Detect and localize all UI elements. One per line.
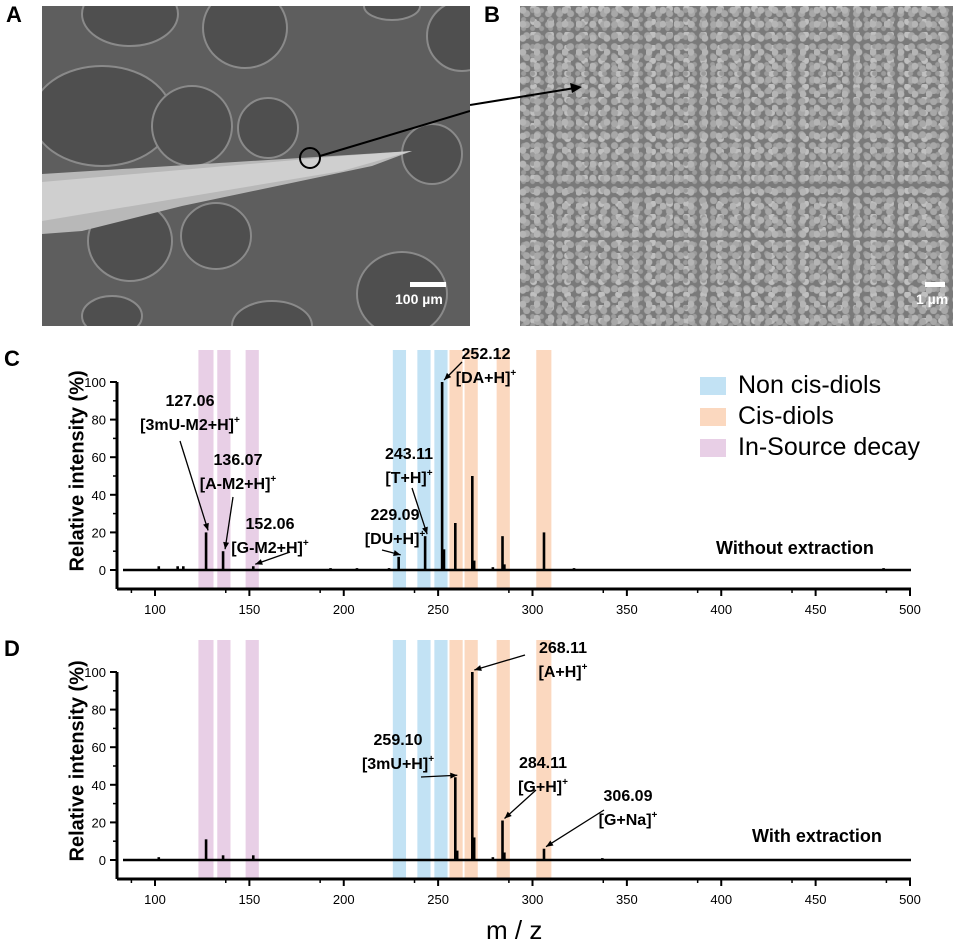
svg-text:200: 200 xyxy=(333,602,355,617)
svg-text:243.11: 243.11 xyxy=(385,446,433,463)
svg-text:500: 500 xyxy=(899,602,921,617)
svg-text:127.06: 127.06 xyxy=(166,393,215,410)
svg-text:80: 80 xyxy=(92,413,106,428)
band xyxy=(392,350,407,590)
svg-text:400: 400 xyxy=(710,602,732,617)
svg-text:20: 20 xyxy=(92,525,106,540)
legend-swatch-purple xyxy=(700,438,726,457)
svg-text:268.11: 268.11 xyxy=(539,640,587,657)
band xyxy=(245,640,259,880)
svg-text:[A-M2+H]+: [A-M2+H]+ xyxy=(200,474,277,493)
band xyxy=(198,640,214,880)
svg-text:[G+H]+: [G+H]+ xyxy=(518,777,568,796)
band xyxy=(449,350,463,590)
condition-label-d: With extraction xyxy=(752,826,882,846)
svg-text:450: 450 xyxy=(805,602,827,617)
svg-text:100: 100 xyxy=(84,665,106,680)
svg-text:0: 0 xyxy=(99,563,106,578)
svg-text:500: 500 xyxy=(899,892,921,907)
svg-text:60: 60 xyxy=(92,450,106,465)
sem-image-needle: 100 µm xyxy=(42,6,470,326)
sem-image-surface: 1 µm xyxy=(520,6,953,326)
zoom-arrow xyxy=(470,83,582,106)
svg-text:250: 250 xyxy=(427,892,449,907)
svg-text:259.10: 259.10 xyxy=(374,732,423,749)
band xyxy=(449,640,463,880)
legend: Non cis-diols Cis-diols In-Source decay xyxy=(700,370,920,463)
svg-text:136.07: 136.07 xyxy=(214,452,263,469)
legend-item-non-cis-diols: Non cis-diols xyxy=(700,370,920,401)
condition-label-c: Without extraction xyxy=(716,538,874,558)
scale-bar-b xyxy=(925,282,945,287)
svg-text:250: 250 xyxy=(427,602,449,617)
sem-needle-illustration xyxy=(42,6,470,326)
band xyxy=(217,350,231,590)
svg-text:350: 350 xyxy=(616,892,638,907)
svg-text:150: 150 xyxy=(239,602,261,617)
svg-text:80: 80 xyxy=(92,703,106,718)
svg-text:[A+H]+: [A+H]+ xyxy=(539,662,588,681)
svg-text:40: 40 xyxy=(92,488,106,503)
panel-letter-d: D xyxy=(4,636,20,661)
scale-label-b: 1 µm xyxy=(916,291,949,307)
svg-text:60: 60 xyxy=(92,740,106,755)
legend-item-in-source-decay: In-Source decay xyxy=(700,432,920,463)
svg-text:[DU+H]+: [DU+H]+ xyxy=(365,529,426,548)
svg-text:[T+H]+: [T+H]+ xyxy=(385,468,432,487)
spectrum-with-extraction: 0 20 40 60 80 100 100 150 200 250 300 350 400 450 500 xyxy=(84,665,921,907)
band xyxy=(496,350,510,590)
svg-text:400: 400 xyxy=(710,892,732,907)
band xyxy=(392,640,407,880)
legend-swatch-blue xyxy=(700,376,726,395)
panel-letter-a: A xyxy=(6,2,22,27)
panel-letter-c: C xyxy=(4,346,20,371)
band xyxy=(536,350,552,590)
legend-swatch-orange xyxy=(700,407,726,426)
svg-text:0: 0 xyxy=(99,853,106,868)
legend-item-cis-diols: Cis-diols xyxy=(700,401,920,432)
svg-text:[G-M2+H]+: [G-M2+H]+ xyxy=(231,538,309,557)
svg-text:152.06: 152.06 xyxy=(246,516,295,533)
svg-text:284.11: 284.11 xyxy=(519,755,567,772)
peak-annotations: 127.06 [3mU-M2+H]+ 136.07 [A-M2+H]+ 152.06 [G… xyxy=(140,346,658,848)
svg-text:350: 350 xyxy=(616,602,638,617)
svg-text:252.12: 252.12 xyxy=(462,346,511,363)
svg-text:150: 150 xyxy=(239,892,261,907)
svg-text:100: 100 xyxy=(144,892,166,907)
svg-text:[DA+H]+: [DA+H]+ xyxy=(456,368,517,387)
highlight-bands xyxy=(198,350,552,880)
band xyxy=(417,640,431,880)
band xyxy=(536,640,552,880)
band xyxy=(434,640,448,880)
svg-text:450: 450 xyxy=(805,892,827,907)
band xyxy=(198,350,214,590)
svg-text:[3mU+H]+: [3mU+H]+ xyxy=(362,754,434,773)
scale-bar-a xyxy=(410,282,446,287)
svg-text:[3mU-M2+H]+: [3mU-M2+H]+ xyxy=(140,415,240,434)
svg-text:100: 100 xyxy=(84,375,106,390)
svg-text:229.09: 229.09 xyxy=(371,507,420,524)
svg-text:40: 40 xyxy=(92,778,106,793)
svg-text:20: 20 xyxy=(92,815,106,830)
band xyxy=(464,350,478,590)
y-axis-label-d: Relative intensity (%) xyxy=(66,660,89,862)
svg-text:200: 200 xyxy=(333,892,355,907)
svg-text:306.09: 306.09 xyxy=(604,788,653,805)
svg-text:[G+Na]+: [G+Na]+ xyxy=(599,810,658,829)
spectrum-without-extraction: 0 20 40 60 80 100 100 150 200 250 300 350 400 450 500 xyxy=(84,375,921,617)
y-axis-label-c: Relative intensity (%) xyxy=(66,370,89,572)
band xyxy=(245,350,259,590)
svg-text:100: 100 xyxy=(144,602,166,617)
band xyxy=(217,640,231,880)
svg-text:300: 300 xyxy=(522,892,544,907)
x-axis-label: m / z xyxy=(486,915,543,945)
panel-letter-b: B xyxy=(484,2,500,27)
svg-text:300: 300 xyxy=(522,602,544,617)
scale-label-a: 100 µm xyxy=(395,291,443,307)
band xyxy=(496,640,510,880)
